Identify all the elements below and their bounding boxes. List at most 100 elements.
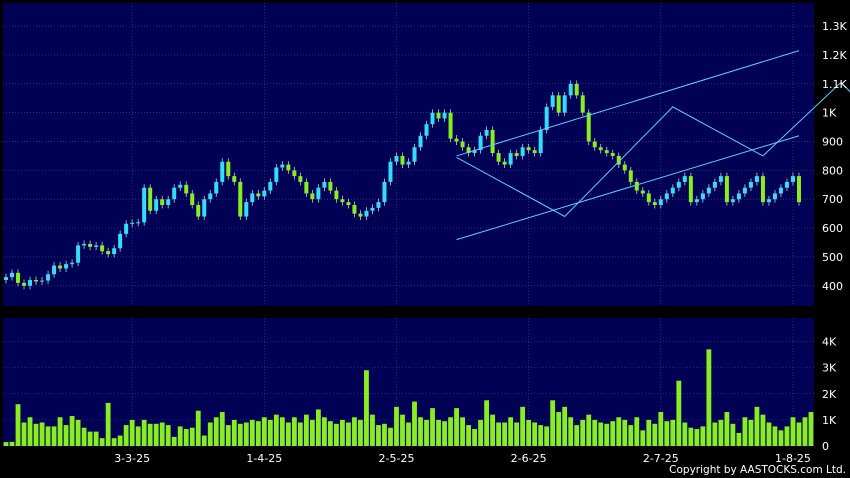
candle-body — [748, 181, 753, 188]
candle-body — [298, 176, 303, 182]
volume-bar — [736, 432, 742, 446]
volume-bar — [388, 427, 393, 446]
candle-body — [382, 181, 387, 203]
volume-bar — [189, 427, 195, 446]
date-tick-label: 2-6-25 — [511, 452, 547, 465]
candle-body — [100, 245, 105, 252]
volume-bar — [724, 412, 730, 446]
price-tick-label: 700 — [822, 193, 843, 206]
volume-bar — [622, 419, 628, 446]
volume-bar — [598, 422, 604, 446]
volume-bar — [460, 417, 465, 446]
candle-body — [136, 222, 141, 224]
volume-bar — [700, 426, 706, 446]
candle-body — [544, 106, 549, 130]
candle-body — [754, 176, 759, 182]
volume-bar — [628, 425, 634, 446]
candle-body — [760, 176, 765, 203]
volume-bar — [754, 406, 760, 446]
volume-bar — [616, 417, 622, 446]
volume-bar — [592, 419, 598, 446]
candle-body — [658, 199, 663, 205]
candle-body — [676, 181, 681, 188]
volume-bar — [225, 425, 231, 446]
candle-body — [76, 245, 81, 263]
candle-body — [70, 262, 75, 265]
volume-bar — [550, 400, 556, 446]
candle-body — [466, 147, 471, 154]
volume-bar — [544, 426, 550, 446]
volume-bar — [237, 423, 243, 446]
candle-body — [538, 129, 543, 154]
candle-body — [292, 170, 297, 177]
volume-bar — [45, 426, 51, 446]
volume-bar — [219, 412, 225, 446]
volume-bar — [33, 423, 39, 446]
volume-bar — [129, 419, 135, 446]
volume-bar — [436, 419, 441, 446]
volume-bar — [39, 422, 45, 446]
candle-body — [226, 161, 231, 177]
candle-body — [550, 95, 555, 107]
candle-body — [472, 150, 477, 154]
candle-body — [448, 112, 453, 139]
volume-bar — [496, 422, 502, 446]
volume-bar — [87, 431, 93, 446]
date-tick-label: 3-3-25 — [114, 452, 150, 465]
volume-bar — [315, 409, 321, 446]
candle-body — [334, 190, 339, 200]
candle-body — [22, 282, 27, 286]
volume-bar — [532, 422, 538, 446]
candle-body — [166, 199, 171, 205]
volume-bar — [556, 412, 562, 446]
date-tick-label: 2-5-25 — [379, 452, 415, 465]
candle-body — [712, 181, 717, 188]
candle-body — [142, 187, 147, 223]
volume-bar — [676, 380, 682, 446]
volume-bar — [472, 429, 477, 446]
candle-body — [688, 176, 693, 203]
volume-bar — [273, 414, 279, 446]
candle-body — [502, 161, 507, 165]
candle-body — [682, 176, 687, 182]
candle-body — [184, 184, 189, 194]
candle-body — [358, 213, 363, 217]
price-tick-label: 800 — [822, 164, 843, 177]
candle-body — [58, 265, 63, 269]
candle-body — [370, 207, 375, 211]
candle-body — [232, 176, 237, 182]
candle-body — [268, 181, 273, 191]
volume-bar — [514, 422, 520, 446]
candle-body — [10, 272, 15, 278]
volume-bar — [376, 425, 381, 446]
volume-tick-label: 1K — [822, 414, 837, 427]
volume-bar — [748, 419, 754, 446]
volume-bar — [352, 417, 357, 446]
date-tick-label: 1-4-25 — [246, 452, 282, 465]
volume-bar — [652, 423, 658, 446]
volume-bar — [346, 422, 351, 446]
volume-bar — [93, 431, 99, 446]
volume-bar — [634, 417, 640, 446]
candle-body — [514, 153, 519, 156]
candle-body — [160, 199, 165, 205]
volume-bar — [502, 422, 508, 446]
candle-body — [214, 181, 219, 194]
volume-bar — [231, 419, 237, 446]
volume-bar — [802, 417, 808, 446]
volume-bar — [165, 425, 171, 446]
volume-bar — [364, 370, 369, 446]
candle-body — [454, 138, 459, 142]
volume-bar — [484, 400, 489, 446]
candle-body — [784, 181, 789, 188]
candle-body — [586, 112, 591, 142]
candle-body — [376, 202, 381, 208]
volume-bar — [15, 404, 21, 446]
candle-body — [616, 155, 621, 165]
volume-bar — [243, 422, 249, 446]
candle-body — [394, 155, 399, 162]
candle-body — [28, 280, 33, 286]
candle-body — [766, 199, 771, 203]
volume-bar — [267, 419, 273, 446]
candlesticks — [4, 80, 801, 290]
